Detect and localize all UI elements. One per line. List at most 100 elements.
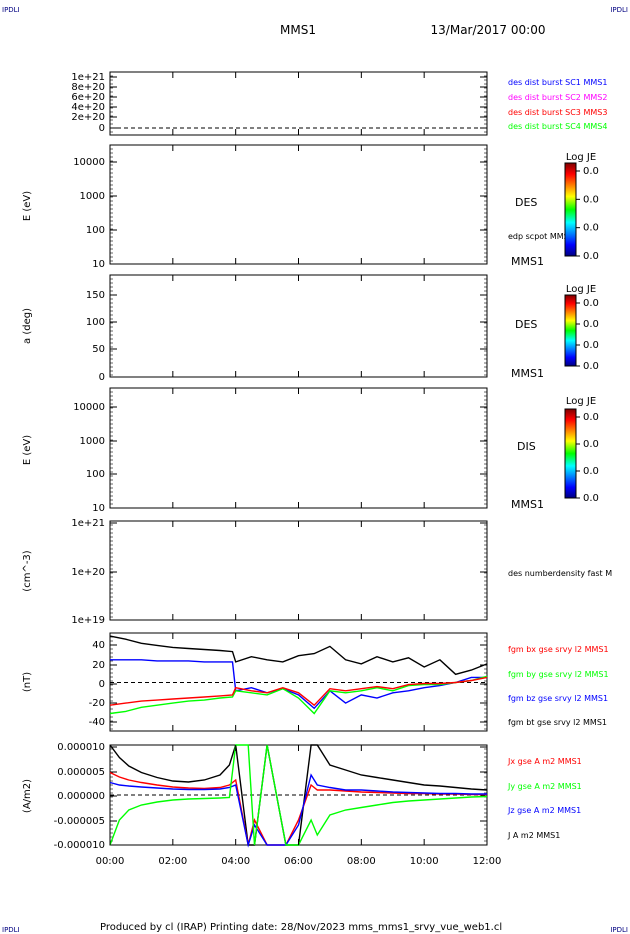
colorbar-2: Log JE 0.0 0.0 0.0 0.0 <box>564 284 599 372</box>
colorbar-tick-label: 0.0 <box>583 412 599 423</box>
colorbar-1: Log JE 0.0 0.0 0.0 0.0 <box>564 152 599 262</box>
y-tick-label: 1000 <box>80 191 105 202</box>
panel-frame <box>109 520 488 621</box>
panel-frame <box>109 387 488 509</box>
y-tick-label: -0.000005 <box>54 816 105 827</box>
y-axis-label: (nT) <box>22 672 33 692</box>
colorbar-tick-label: 0.0 <box>583 361 599 372</box>
y-axis-label: (A/m2) <box>22 779 33 813</box>
y-tick-label: 1000 <box>80 436 105 447</box>
y-axis-label: E (eV) <box>22 191 33 221</box>
y-tick-label: -40 <box>89 717 105 728</box>
fgm-series-line <box>109 676 488 707</box>
x-tick-label: 08:00 <box>347 856 376 867</box>
legend-entry: DES <box>515 318 537 331</box>
y-tick-label: 150 <box>86 290 105 301</box>
x-tick-label: 10:00 <box>410 856 439 867</box>
colorbar-tick-label: 0.0 <box>583 340 599 351</box>
legend-entry: DES <box>515 196 537 209</box>
colorbar-gradient <box>564 162 577 257</box>
current-series-line <box>109 771 487 846</box>
colorbar-tick-label: 0.0 <box>583 439 599 450</box>
legend-entry: MMS1 <box>511 498 544 511</box>
y-tick-label: 40 <box>92 640 105 651</box>
y-tick-label: 0 <box>99 123 105 134</box>
x-tick-label: 02:00 <box>158 856 187 867</box>
y-tick-label: 20 <box>92 660 105 671</box>
y-tick-label: 8e+20 <box>71 82 105 93</box>
legend-entry: J A m2 MMS1 <box>507 831 560 840</box>
legend-entry: edp scpot MMS1 <box>508 232 574 241</box>
panel-frame <box>109 144 488 265</box>
legend-entry: Jx gse A m2 MMS1 <box>507 757 582 766</box>
colorbar-tick-label: 0.0 <box>583 493 599 504</box>
y-tick-label: 10 <box>92 259 105 270</box>
y-tick-label: 1e+21 <box>71 518 105 529</box>
corner-label-tl: IPDLI <box>2 6 20 14</box>
y-tick-label: 10000 <box>73 402 105 413</box>
panel-3: 150 100 50 0 a (deg) DES MMS1 <box>22 274 544 383</box>
legend-entry: Jy gse A m2 MMS1 <box>507 782 582 791</box>
panel-frame <box>109 632 488 732</box>
y-axis-label: a (deg) <box>22 308 33 344</box>
legend-entry: MMS1 <box>511 367 544 380</box>
legend-entry: Jz gse A m2 MMS1 <box>507 806 581 815</box>
y-tick-label: 50 <box>92 344 105 355</box>
y-tick-label: -0.000010 <box>54 840 105 851</box>
colorbar-tick-label: 0.0 <box>583 298 599 309</box>
colorbar-title: Log JE <box>566 152 596 163</box>
y-tick-label: 1e+21 <box>71 72 105 83</box>
y-tick-label: 0.000005 <box>57 767 105 778</box>
x-tick-label: 12:00 <box>473 856 502 867</box>
y-tick-label: 10000 <box>73 157 105 168</box>
y-tick-label: 2e+20 <box>71 112 105 123</box>
y-tick-label: 100 <box>86 225 105 236</box>
colorbar-tick-label: 0.0 <box>583 466 599 477</box>
y-tick-label: 10 <box>92 503 105 514</box>
legend-entry: fgm bz gse srvy l2 MMS1 <box>508 694 608 703</box>
legend-entry: MMS1 <box>511 255 544 268</box>
colorbar-tick-label: 0.0 <box>583 166 599 177</box>
x-tick-label: 04:00 <box>221 856 250 867</box>
colorbar-tick-label: 0.0 <box>583 194 599 205</box>
corner-label-tr: IPDLI <box>610 6 628 14</box>
panel-5: 1e+21 1e+20 1e+19 (cm^-3) des numberdensity … <box>22 518 612 626</box>
y-tick-label: 100 <box>86 317 105 328</box>
x-axis: 00:00 02:00 04:00 06:00 08:00 10:00 12:00 <box>96 72 502 867</box>
legend-entry: des dist burst SC1 MMS1 <box>508 78 607 87</box>
date-title: 13/Mar/2017 00:00 <box>431 23 546 37</box>
colorbar-tick-label: 0.0 <box>583 223 599 234</box>
y-tick-label: 6e+20 <box>71 92 105 103</box>
legend-entry: des numberdensity fast M <box>508 569 612 578</box>
y-axis-label: (cm^-3) <box>22 550 33 591</box>
fgm-series-line <box>109 635 488 676</box>
corner-label-br: IPDLI <box>610 926 628 934</box>
y-tick-label: 1e+20 <box>71 567 105 578</box>
spacecraft-title: MMS1 <box>280 23 316 37</box>
legend-entry: des dist burst SC2 MMS2 <box>508 93 607 102</box>
colorbar-title: Log JE <box>566 284 596 295</box>
y-axis-label: E (eV) <box>22 435 33 465</box>
panel-frame <box>109 71 488 136</box>
colorbar-gradient <box>564 294 577 367</box>
corner-label-bl: IPDLI <box>2 926 20 934</box>
footer-text: Produced by cl (IRAP) Printing date: 28/… <box>100 922 502 933</box>
panel-2: 10000 1000 100 10 E (eV) DES edp scpot MMS1 MMS… <box>22 144 574 270</box>
legend-entry: des dist burst SC4 MMS4 <box>508 122 607 131</box>
y-tick-label: -20 <box>89 698 105 709</box>
fgm-series-line <box>110 659 487 710</box>
legend-entry: fgm by gse srvy l2 MMS1 <box>508 670 609 679</box>
fgm-series-line <box>109 675 488 715</box>
legend-entry: fgm bx gse srvy l2 MMS1 <box>508 645 609 654</box>
x-tick-label: 06:00 <box>284 856 313 867</box>
y-tick-label: 1e+19 <box>71 615 105 626</box>
colorbar-gradient <box>564 408 577 499</box>
y-tick-label: 0.000010 <box>57 742 105 753</box>
y-tick-label: 4e+20 <box>71 102 105 113</box>
panel-4: 10000 1000 100 10 E (eV) DIS MMS1 <box>22 387 544 514</box>
panel-7: 0.000010 0.000005 0.000000 -0.000005 -0.0000… <box>22 742 582 851</box>
y-tick-label: 0 <box>99 372 105 383</box>
